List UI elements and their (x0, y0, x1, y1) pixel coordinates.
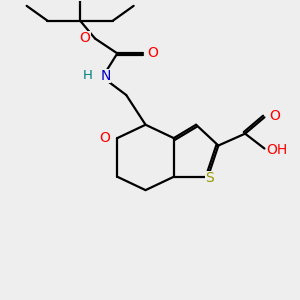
Text: O: O (147, 46, 158, 60)
Text: S: S (205, 171, 214, 185)
Text: N: N (100, 69, 111, 83)
Text: O: O (80, 31, 91, 45)
Text: O: O (99, 131, 110, 145)
Text: H: H (83, 69, 93, 82)
Text: O: O (269, 109, 280, 123)
Text: OH: OH (266, 143, 287, 157)
